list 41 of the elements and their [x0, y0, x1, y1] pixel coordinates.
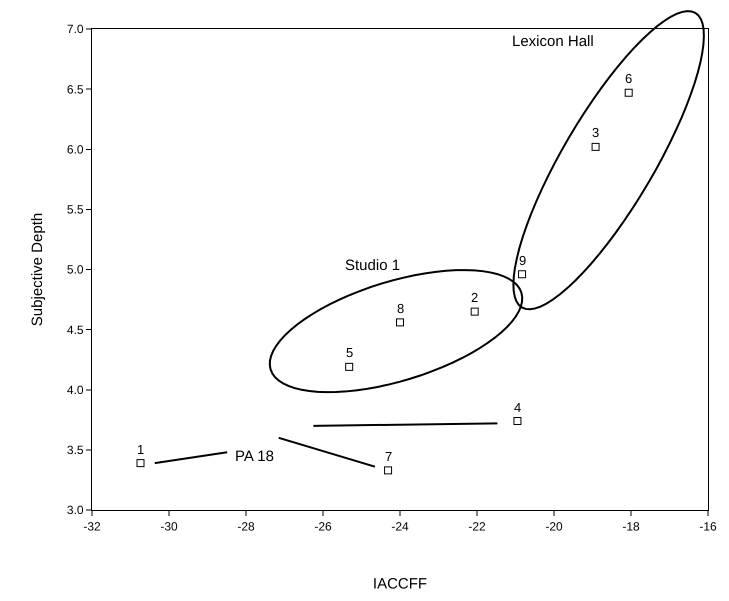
annotation: 5 [346, 345, 354, 360]
annotation: 2 [471, 290, 478, 305]
point [513, 417, 522, 426]
point [470, 308, 479, 316]
annotation: 6 [625, 71, 632, 86]
y-tick-label: 3.5 [66, 443, 84, 458]
y-tick-label: 6.0 [66, 142, 84, 156]
annotation: 9 [519, 253, 526, 268]
x-tick-label: -16 [699, 519, 717, 534]
annotation: 8 [397, 301, 404, 316]
y-tick-label: 4.0 [66, 382, 84, 397]
annotation: 1 [137, 442, 144, 457]
x-tick-label: -32 [83, 519, 101, 534]
y-tick-label: 3.0 [66, 503, 84, 518]
y-tick-label: 5.0 [66, 262, 84, 277]
y-tick-label: 7.0 [66, 22, 84, 36]
x-tick-label: -18 [622, 519, 640, 534]
x-axis-title: IACCFF [372, 575, 428, 592]
point [345, 362, 354, 371]
y-tick-label: 5.5 [66, 202, 84, 217]
point [624, 88, 633, 97]
y-tick-label: 4.5 [66, 322, 84, 337]
point [384, 466, 392, 474]
point [396, 318, 404, 326]
annotation: Lexicon Hall [512, 33, 594, 50]
point [518, 270, 526, 278]
x-tick-label: -30 [160, 519, 178, 534]
annotation: 4 [514, 400, 522, 415]
x-tick-label: -24 [391, 519, 409, 534]
annotation: 7 [385, 449, 392, 464]
annotation: 3 [592, 125, 600, 140]
y-axis-title: Subjective Depth [29, 212, 46, 326]
x-tick-label: -22 [468, 519, 486, 534]
point [136, 459, 145, 468]
x-tick-label: -28 [237, 519, 255, 534]
annotation: PA 18 [235, 448, 274, 465]
y-tick-label: 6.5 [66, 82, 84, 96]
x-tick-label: -26 [314, 519, 332, 534]
x-tick-label: -20 [545, 519, 563, 534]
point [592, 142, 600, 151]
annotation: Studio 1 [345, 257, 400, 274]
